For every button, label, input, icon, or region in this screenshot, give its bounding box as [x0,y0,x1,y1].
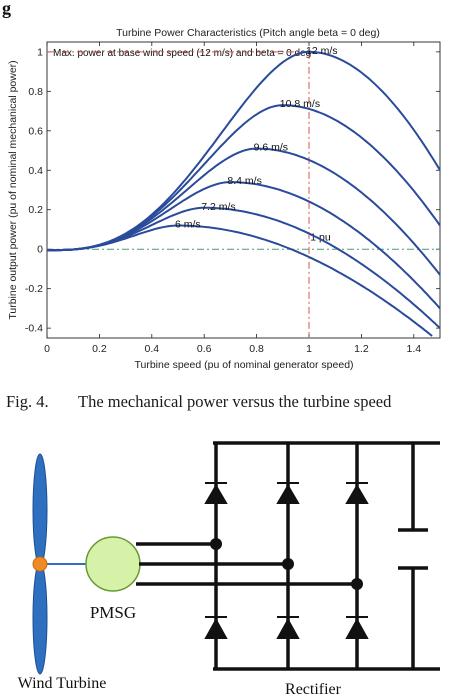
figure-caption: Fig. 4. The mechanical power versus the t… [6,392,474,412]
diode-icon [345,482,369,504]
y-tick-label: 0.6 [28,125,43,137]
figure-caption-text: The mechanical power versus the turbine … [78,392,392,411]
max-power-annotation: Max. power at base wind speed (12 m/s) a… [53,48,311,59]
x-tick-label: 0.6 [197,343,212,355]
x-tick-label: 1.2 [354,343,369,355]
diode-icon [345,616,369,639]
x-axis-label: Turbine speed (pu of nominal generator s… [134,359,353,371]
diodes-lower [204,616,369,639]
plot-area [46,41,441,339]
wind-turbine-label: Wind Turbine [18,675,107,692]
y-axis: -0.4 -0.2 0 0.2 0.4 0.6 0.8 1 [25,46,440,335]
x-tick-label: 1 [306,343,312,355]
y-tick-label: 0.8 [28,86,43,98]
turbine-hub-icon [32,556,48,572]
y-axis-label: Turbine output power (pu of nominal mech… [7,60,19,319]
curve-labels: 6 m/s7.2 m/s 8.4 m/s 9.6 m/s 10.8 m/s 12 m/s [175,45,338,231]
reference-lines: 1 pu [47,51,440,338]
y-tick-label: 0.2 [28,204,43,216]
diode-icon [204,482,228,504]
curve-label: 6 m/s [175,219,201,231]
curve-label: 7.2 m/s [201,201,235,213]
circuit-diagram: PMSG Wind Turbine Rectifier [18,441,440,698]
wind-turbine [32,453,92,675]
chart-title: Turbine Power Characteristics (Pitch ang… [116,27,380,39]
power-curve [47,50,441,252]
partial-heading: g [2,0,11,18]
curve-label: 10.8 m/s [280,98,320,110]
curve-label: 9.6 m/s [254,142,288,154]
x-tick-label: 0.8 [249,343,264,355]
y-tick-label: 0 [37,244,43,256]
pmsg-label: PMSG [90,603,136,622]
rectifier-bridge [213,441,440,671]
figure-number: Fig. 4. [6,392,49,411]
x-tick-label: 0.2 [92,343,107,355]
one-pu-label: 1 pu [310,231,331,243]
x-tick-label: 0.4 [144,343,159,355]
curve-label: 12 m/s [306,45,338,57]
turbine-blade-lower-icon [32,561,48,675]
junction-dots [210,538,363,590]
diode-icon [276,616,300,639]
y-tick-label: -0.2 [25,283,43,295]
x-tick-label: 0 [44,343,50,355]
x-tick-label: 1.4 [406,343,421,355]
diodes-upper [204,482,369,504]
y-tick-label: 1 [37,46,43,58]
pmsg-generator-icon [85,536,141,592]
y-tick-label: 0.4 [28,165,43,177]
turbine-blade-upper-icon [32,453,48,567]
curve-label: 8.4 m/s [227,175,261,187]
x-axis: 0 0.2 0.4 0.6 0.8 1 1.2 1.4 [44,42,421,355]
rectifier-label: Rectifier [285,681,342,698]
diode-icon [276,482,300,504]
diode-icon [204,616,228,639]
phase-wires [136,542,357,586]
power-curves [47,50,441,337]
y-tick-label: -0.4 [25,323,43,335]
